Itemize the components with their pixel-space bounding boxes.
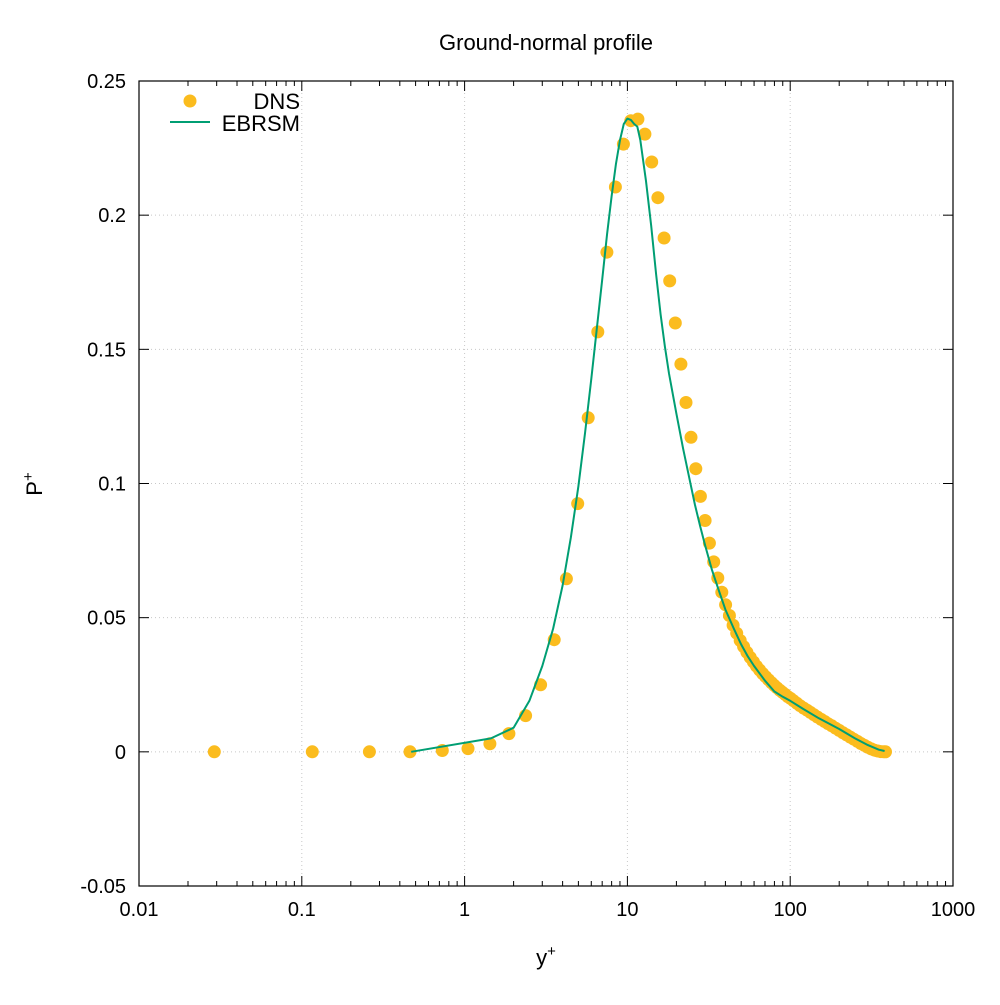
legend-dns-marker	[183, 94, 197, 108]
y-tick-label: 0	[115, 742, 126, 764]
dns-point	[461, 742, 475, 756]
dns-point	[581, 411, 595, 425]
dns-point	[638, 127, 652, 141]
y-axis-title-superscript: +	[20, 472, 37, 481]
ebrsm-line	[411, 117, 885, 753]
dns-point	[305, 745, 319, 759]
dns-point	[684, 430, 698, 444]
label-layer: 0.01 0.1 1 10 100 1000 -0.05 0 0.05 0.1 0.15 0.2 0.2…	[80, 71, 975, 921]
x-tick-label: 0.01	[120, 899, 159, 921]
dns-point	[591, 325, 605, 339]
x-tick-label: 1000	[931, 899, 976, 921]
y-axis-title-main: P	[22, 481, 47, 496]
x-axis-title-superscript: +	[547, 943, 556, 960]
y-tick-label: 0.1	[98, 474, 126, 496]
dns-point	[645, 155, 659, 169]
dns-point	[689, 462, 703, 476]
dns-point	[879, 745, 892, 759]
plot-frame	[138, 80, 954, 887]
dns-point	[362, 745, 376, 759]
dns-point	[600, 245, 614, 259]
legend-dns-label: DNS	[254, 89, 300, 114]
x-tick-label: 10	[616, 899, 638, 921]
chart-title: Ground-normal profile	[439, 30, 653, 55]
dns-point	[668, 316, 682, 330]
dns-point	[631, 112, 645, 126]
dns-point	[693, 489, 707, 503]
dns-point	[608, 180, 622, 194]
x-axis-title: y+	[536, 943, 556, 970]
dns-point	[483, 737, 497, 751]
y-tick-label: -0.05	[80, 876, 126, 898]
dns-point	[403, 745, 417, 759]
dns-point	[698, 514, 712, 527]
dns-point	[559, 572, 573, 586]
dns-point	[651, 191, 665, 205]
y-tick-label: 0.25	[87, 71, 126, 93]
y-tick-label: 0.15	[87, 339, 126, 361]
legend: DNS EBRSM	[170, 89, 300, 136]
dns-point	[571, 497, 585, 511]
dns-point	[207, 745, 221, 759]
y-axis-title: P+	[20, 472, 47, 496]
dns-point	[679, 396, 693, 409]
x-tick-label: 100	[774, 899, 807, 921]
x-tick-label: 0.1	[288, 899, 316, 921]
dns-point	[663, 274, 677, 288]
series-layer	[207, 112, 892, 759]
dns-point	[674, 357, 688, 371]
dns-point	[657, 231, 671, 245]
x-tick-label: 1	[459, 899, 470, 921]
y-tick-label: 0.2	[98, 205, 126, 227]
y-tick-label: 0.05	[87, 608, 126, 630]
legend-ebrsm-label: EBRSM	[222, 111, 300, 136]
x-axis-title-main: y	[536, 945, 547, 970]
